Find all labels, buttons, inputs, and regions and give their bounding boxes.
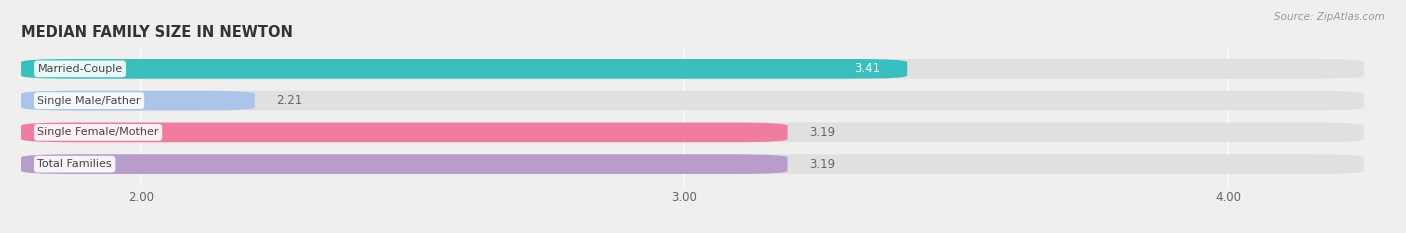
Text: 3.41: 3.41 bbox=[853, 62, 880, 75]
FancyBboxPatch shape bbox=[21, 154, 1364, 174]
Text: 3.19: 3.19 bbox=[810, 158, 835, 171]
Text: MEDIAN FAMILY SIZE IN NEWTON: MEDIAN FAMILY SIZE IN NEWTON bbox=[21, 25, 292, 40]
FancyBboxPatch shape bbox=[21, 154, 787, 174]
Text: Married-Couple: Married-Couple bbox=[38, 64, 122, 74]
Text: Total Families: Total Families bbox=[38, 159, 112, 169]
FancyBboxPatch shape bbox=[21, 59, 907, 79]
Text: Single Female/Mother: Single Female/Mother bbox=[38, 127, 159, 137]
Text: 2.21: 2.21 bbox=[277, 94, 302, 107]
Text: Single Male/Father: Single Male/Father bbox=[38, 96, 141, 106]
Text: 3.19: 3.19 bbox=[810, 126, 835, 139]
Text: Source: ZipAtlas.com: Source: ZipAtlas.com bbox=[1274, 12, 1385, 22]
FancyBboxPatch shape bbox=[21, 123, 1364, 142]
FancyBboxPatch shape bbox=[21, 123, 787, 142]
FancyBboxPatch shape bbox=[21, 59, 1364, 79]
FancyBboxPatch shape bbox=[21, 91, 1364, 110]
FancyBboxPatch shape bbox=[21, 91, 254, 110]
